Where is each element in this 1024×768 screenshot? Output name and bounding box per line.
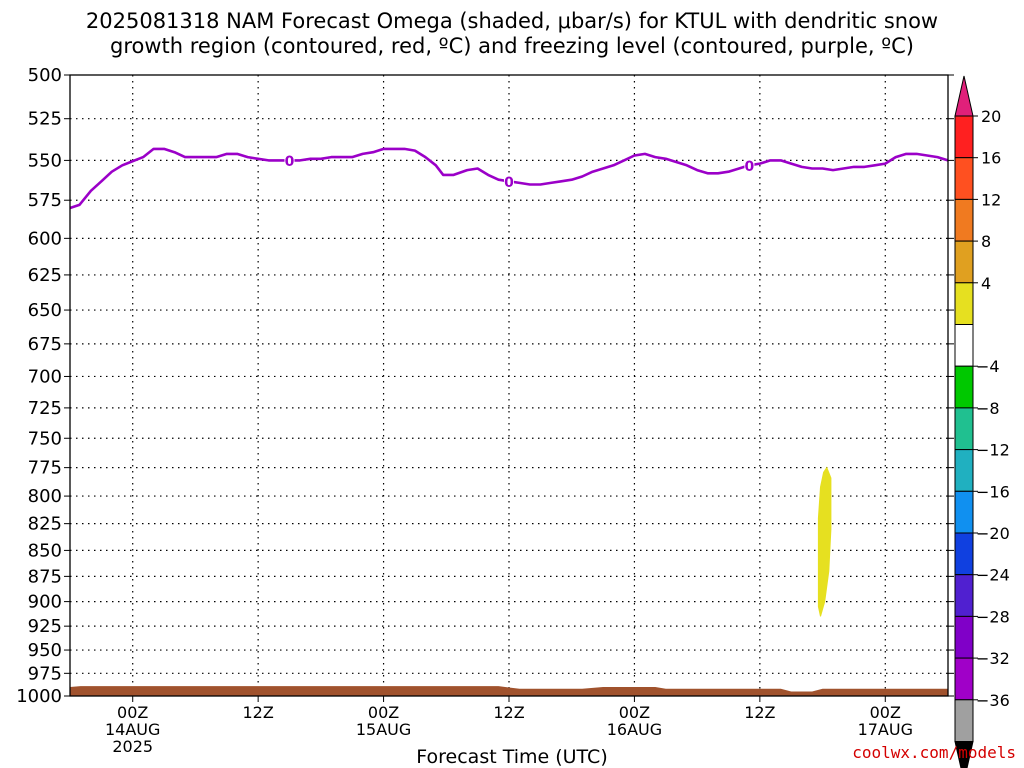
contour-label-bg — [504, 173, 514, 189]
colorbar-label: 16 — [981, 149, 1001, 168]
y-tick-label: 725 — [28, 398, 62, 419]
y-tick-label: 500 — [28, 65, 62, 86]
plot-border — [69, 74, 949, 697]
colorbar-segment — [954, 699, 974, 742]
colorbar-segment — [954, 574, 974, 617]
y-tick-label: 800 — [28, 486, 62, 507]
colorbar-segment — [954, 157, 974, 200]
colorbar-label: −24 — [976, 566, 1010, 585]
colorbar-label: −36 — [976, 691, 1010, 710]
colorbar-label: 4 — [981, 274, 991, 293]
site-watermark: coolwx.com/models — [852, 743, 1016, 762]
colorbar-segment — [954, 324, 974, 367]
y-tick-label: 550 — [28, 150, 62, 171]
colorbar-segment — [954, 198, 974, 242]
colorbar-segment — [954, 449, 974, 492]
contour-label: 0 — [504, 175, 514, 191]
x-tick-year: 2025 — [112, 737, 153, 756]
colorbar-segment — [954, 490, 974, 534]
colorbar-segment — [954, 615, 974, 659]
y-tick-label: 900 — [28, 592, 62, 613]
colorbar-segment — [954, 282, 974, 325]
y-tick-label: 525 — [28, 109, 62, 130]
x-axis-label: Forecast Time (UTC) — [416, 746, 608, 768]
y-tick-label: 825 — [28, 514, 62, 535]
x-tick-date: 14AUG — [105, 720, 160, 739]
x-tick-date: 16AUG — [607, 720, 662, 739]
chart-title-line-1: 2025081318 NAM Forecast Omega (shaded, μ… — [85, 9, 939, 33]
x-tick-label: 12Z — [493, 703, 524, 722]
colorbar-top-triangle — [954, 75, 974, 117]
y-tick-label: 775 — [28, 458, 62, 479]
x-tick-date: 15AUG — [356, 720, 411, 739]
colorbar-label: 8 — [981, 232, 991, 251]
y-tick-label: 675 — [28, 334, 62, 355]
x-tick-label: 00Z — [368, 703, 399, 722]
colorbar-segment — [954, 532, 974, 576]
terrain-fill — [70, 686, 948, 696]
colorbar-label: −28 — [976, 607, 1010, 626]
omega-shaded-region — [817, 466, 832, 617]
colorbar-segment — [954, 240, 974, 284]
colorbar-label: −16 — [976, 482, 1010, 501]
y-tick-label: 600 — [28, 228, 62, 249]
chart-title-line-2: growth region (contoured, red, ºC) and f… — [110, 34, 914, 58]
y-tick-label: 850 — [28, 540, 62, 561]
y-tick-label: 625 — [28, 265, 62, 286]
contour-label-bg — [744, 157, 755, 173]
colorbar-label: −4 — [976, 357, 1000, 376]
x-tick-label: 12Z — [744, 703, 775, 722]
colorbar-segment — [954, 365, 974, 409]
y-tick-label: 575 — [28, 190, 62, 211]
colorbar-segment — [954, 657, 974, 701]
x-tick-label: 00Z — [117, 703, 148, 722]
colorbar-label: −32 — [976, 649, 1010, 668]
y-tick-label: 750 — [28, 428, 62, 449]
colorbar-label: −12 — [976, 441, 1010, 460]
contour-label: 0 — [745, 159, 755, 175]
y-tick-label: 950 — [28, 640, 62, 661]
colorbar-label: −20 — [976, 524, 1010, 543]
colorbar-segment — [954, 115, 974, 159]
freezing-level-line — [69, 147, 949, 210]
y-tick-label: 700 — [28, 366, 62, 387]
y-tick-label: 1000 — [16, 686, 62, 707]
x-tick-label: 00Z — [870, 703, 901, 722]
y-tick-label: 875 — [28, 566, 62, 587]
colorbar-segment — [954, 407, 974, 451]
colorbar-label: 20 — [981, 107, 1001, 126]
contour-label: 0 — [285, 154, 295, 170]
x-tick-label: 00Z — [619, 703, 650, 722]
colorbar-label: 12 — [981, 190, 1001, 209]
y-tick-label: 975 — [28, 663, 62, 684]
colorbar-label: −8 — [976, 399, 1000, 418]
x-tick-label: 12Z — [242, 703, 273, 722]
x-tick-date: 17AUG — [858, 720, 913, 739]
colorbar-bottom-triangle — [954, 741, 974, 768]
y-tick-label: 925 — [28, 616, 62, 637]
contour-label-bg — [284, 152, 295, 168]
y-tick-label: 650 — [28, 300, 62, 321]
